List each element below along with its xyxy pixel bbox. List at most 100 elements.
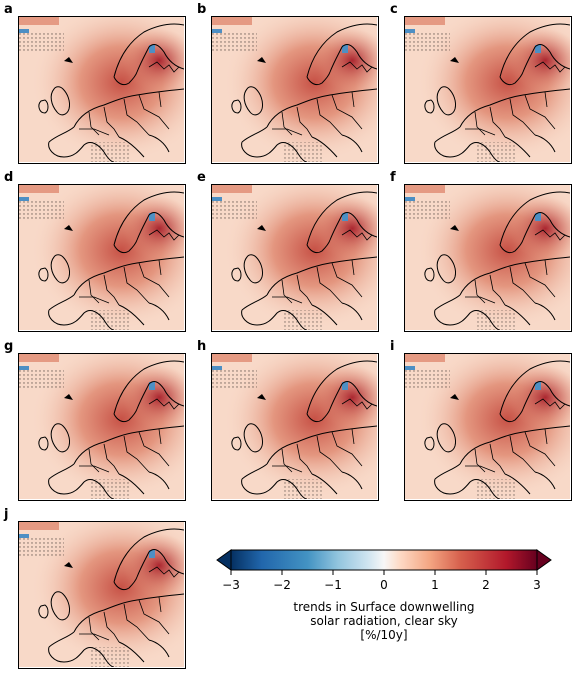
country-borders	[465, 259, 556, 306]
significance-stipple-north	[19, 31, 64, 51]
significance-stipple-north	[19, 368, 64, 388]
coastline-north-continent	[266, 425, 377, 465]
coastline-scandinavia	[306, 191, 377, 246]
coastline-great-britain	[50, 423, 70, 453]
coastline-scandinavia	[306, 360, 377, 415]
coastline-north-continent	[459, 88, 570, 128]
coastline-south-europe	[241, 294, 363, 330]
border-finland-russia	[148, 61, 180, 73]
coastline-south-europe	[241, 463, 363, 499]
border-finland-russia	[148, 398, 180, 410]
panel-label: g	[4, 339, 14, 354]
coastline-norway-south	[499, 408, 524, 423]
colorbar-tick-label: −3	[222, 578, 240, 592]
coastline-ireland	[38, 99, 49, 114]
negative-trend-spot-baltic	[149, 213, 155, 221]
map-frame	[18, 353, 186, 501]
border-finland-russia	[341, 61, 373, 73]
border-finland-russia	[148, 229, 180, 241]
arctic-strip	[19, 17, 59, 25]
coastline-scandinavia	[113, 23, 184, 78]
map-panel-f: f	[390, 171, 575, 338]
coastline-great-britain	[436, 254, 456, 284]
significance-stipple-north	[405, 31, 450, 51]
border-finland-russia	[534, 61, 566, 73]
coastline-north-continent	[73, 256, 184, 296]
coastline-south-europe	[48, 463, 170, 499]
colorbar-caption-line1: trends in Surface downwelling	[293, 600, 475, 614]
coastline-ireland	[38, 436, 49, 451]
panel-label: b	[197, 2, 207, 17]
coastline-south-europe	[434, 463, 556, 499]
arctic-strip	[405, 17, 445, 25]
colorbar-bar	[216, 549, 552, 575]
island-marker	[257, 394, 266, 400]
negative-trend-spot-baltic	[535, 213, 541, 221]
island-marker	[450, 225, 459, 231]
island-marker	[64, 562, 73, 568]
map-panel-g: g	[4, 340, 190, 507]
island-marker	[64, 225, 73, 231]
panel-label: f	[390, 170, 396, 185]
map-panel-e: e	[197, 171, 383, 338]
coastline-norway-south	[113, 71, 138, 86]
coastline-great-britain	[436, 86, 456, 116]
coastline-ireland	[38, 604, 49, 619]
map-frame	[211, 353, 379, 501]
colorbar-caption-line3: [%/10y]	[360, 628, 408, 642]
country-borders	[465, 428, 556, 475]
country-borders	[272, 428, 363, 475]
coastline-great-britain	[50, 591, 70, 621]
significance-stipple-north	[19, 199, 64, 219]
coastline-south-europe	[434, 126, 556, 162]
coastline-norway-south	[113, 576, 138, 591]
panel-label: d	[4, 170, 14, 185]
coastline-scandinavia	[113, 528, 184, 583]
map-panel-a: a	[4, 3, 190, 170]
arctic-strip	[405, 185, 445, 193]
map-panel-d: d	[4, 171, 190, 338]
coastline-ireland	[231, 99, 242, 114]
coastline-ireland	[38, 267, 49, 282]
significance-stipple-north	[19, 536, 64, 556]
coastline-great-britain	[243, 254, 263, 284]
island-marker	[450, 394, 459, 400]
coastline-north-continent	[266, 256, 377, 296]
island-marker	[450, 57, 459, 63]
coastline-ireland	[231, 436, 242, 451]
coastline-scandinavia	[499, 360, 570, 415]
country-borders	[272, 259, 363, 306]
country-borders	[465, 91, 556, 138]
panel-label: i	[390, 339, 395, 354]
panel-label: j	[4, 507, 9, 522]
coastline-great-britain	[243, 423, 263, 453]
island-marker	[257, 225, 266, 231]
significance-stipple-north	[212, 368, 257, 388]
country-borders	[79, 91, 170, 138]
colorbar-tick-label: 2	[482, 578, 490, 592]
colorbar-tick-label: 1	[431, 578, 439, 592]
coastline-great-britain	[50, 254, 70, 284]
map-panel-h: h	[197, 340, 383, 507]
significance-stipple-north	[405, 368, 450, 388]
colorbar-extend-low	[216, 549, 232, 571]
arctic-strip	[212, 185, 252, 193]
panel-label: c	[390, 2, 398, 17]
map-frame	[404, 16, 572, 164]
significance-stipple-north	[212, 31, 257, 51]
coastline-north-continent	[459, 256, 570, 296]
country-borders	[272, 91, 363, 138]
negative-trend-spot-baltic	[149, 550, 155, 558]
coastline-great-britain	[243, 86, 263, 116]
significance-stipple-north	[405, 199, 450, 219]
arctic-strip	[19, 522, 59, 530]
coastline-south-europe	[241, 126, 363, 162]
coastline-norway-south	[306, 408, 331, 423]
map-frame	[18, 184, 186, 332]
coastline-ireland	[424, 436, 435, 451]
panel-label: a	[4, 2, 13, 17]
coastline-norway-south	[499, 239, 524, 254]
colorbar-caption-line2: solar radiation, clear sky	[310, 614, 458, 628]
coastline-norway-south	[113, 408, 138, 423]
map-panel-i: i	[390, 340, 575, 507]
